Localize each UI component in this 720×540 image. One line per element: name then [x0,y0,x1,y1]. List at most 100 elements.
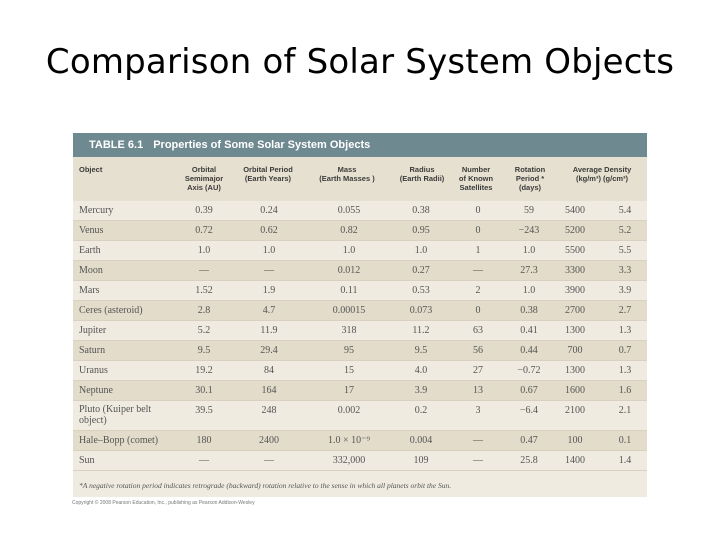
cell-mass: 15 [344,365,354,376]
cell-kg: 5500 [565,245,585,256]
cell-g: 1.6 [618,385,632,396]
cell-g: 2.1 [618,405,632,416]
cell-period: 0.62 [260,225,278,236]
cell-object: Neptune [79,385,113,396]
cell-rotation: 0.67 [520,385,538,396]
cell-kg: 5400 [565,205,585,216]
cell-mass: 0.00015 [332,305,366,316]
table-title-bar: TABLE 6.1 Properties of Some Solar Syste… [73,133,647,157]
cell-radius: 0.27 [412,265,430,276]
table-row: Hale–Bopp (comet) 180 2400 1.0 × 10⁻⁹ 0.004 —… [73,431,647,451]
cell-rotation: −6.4 [519,405,539,416]
cell-satellites: 3 [475,405,481,416]
header-rotation: Rotation Period * (days) [514,165,546,192]
cell-satellites: 63 [473,325,483,336]
header-radius: Radius (Earth Radii) [399,165,445,183]
cell-object: Mercury [79,205,114,216]
cell-period: 11.9 [260,325,278,336]
table-row: Sun — — 332,000 109 — 25.8 1400 1.4 [73,451,647,471]
cell-mass: 1.0 × 10⁻⁹ [328,435,370,446]
header-axis: Orbital Semimajor Axis (AU) [184,165,224,192]
cell-period: 2400 [259,435,279,446]
cell-axis: 180 [196,435,212,446]
cell-g: 2.7 [618,305,632,316]
cell-kg: 700 [567,345,583,356]
cell-rotation: −243 [518,225,540,236]
cell-g: 1.4 [618,455,632,466]
cell-object: Earth [79,245,101,256]
cell-kg: 3300 [565,265,585,276]
cell-period: 164 [261,385,277,396]
cell-radius: 0.95 [412,225,430,236]
cell-period: 1.0 [262,245,276,256]
cell-kg: 1600 [565,385,585,396]
cell-kg: 2700 [565,305,585,316]
cell-g: 3.3 [618,265,632,276]
cell-satellites: 0 [475,205,481,216]
cell-object: Venus [79,225,104,236]
cell-object: Saturn [79,345,106,356]
cell-axis: 5.2 [197,325,211,336]
cell-mass: 0.11 [340,285,358,296]
column-headers: Object Orbital Semimajor Axis (AU) Orbit… [73,157,647,201]
cell-mass: 17 [344,385,354,396]
cell-satellites: 0 [475,305,481,316]
cell-rotation: −0.72 [517,365,541,376]
cell-mass: 1.0 [342,245,356,256]
cell-g: 1.3 [618,325,632,336]
table-body: Mercury 0.39 0.24 0.055 0.38 0 59 5400 5.4 Venus 0… [73,201,647,471]
cell-object: Hale–Bopp (comet) [79,435,159,446]
cell-rotation: 0.38 [520,305,538,316]
cell-axis: 0.72 [195,225,213,236]
cell-satellites: 0 [475,225,481,236]
table-row: Mars 1.52 1.9 0.11 0.53 2 1.0 3900 3.9 [73,281,647,301]
cell-rotation: 25.8 [520,455,538,466]
header-mass: Mass (Earth Masses ) [319,165,375,183]
table-row: Moon — — 0.012 0.27 — 27.3 3300 3.3 [73,261,647,281]
cell-rotation: 0.47 [520,435,538,446]
cell-g: 3.9 [618,285,632,296]
cell-object: Mars [79,285,100,296]
cell-rotation: 59 [524,205,534,216]
cell-radius: 0.004 [409,435,433,446]
cell-axis: — [199,265,209,276]
cell-axis: 1.0 [197,245,211,256]
cell-axis: 0.39 [195,205,213,216]
cell-radius: 1.0 [414,245,428,256]
cell-satellites: 13 [473,385,483,396]
cell-satellites: — [473,265,483,276]
cell-period: 1.9 [262,285,276,296]
table-row: Earth 1.0 1.0 1.0 1.0 1 1.0 5500 5.5 [73,241,647,261]
cell-radius: 0.38 [412,205,430,216]
cell-object: Uranus [79,365,108,376]
cell-kg: 2100 [565,405,585,416]
cell-mass: 0.055 [337,205,361,216]
cell-g: 0.1 [618,435,632,446]
table-row: Venus 0.72 0.62 0.82 0.95 0 −243 5200 5.2 [73,221,647,241]
cell-kg: 1300 [565,325,585,336]
cell-kg: 1400 [565,455,585,466]
cell-axis: 30.1 [195,385,213,396]
cell-period: — [264,265,274,276]
cell-period: 248 [261,405,277,416]
table-number: TABLE 6.1 [89,139,144,151]
cell-mass: 318 [341,325,357,336]
table-row: Neptune 30.1 164 17 3.9 13 0.67 1600 1.6 [73,381,647,401]
cell-g: 0.7 [618,345,632,356]
cell-axis: 2.8 [197,305,211,316]
table-row: Saturn 9.5 29.4 95 9.5 56 0.44 700 0.7 [73,341,647,361]
cell-axis: 19.2 [195,365,213,376]
table-footnote: *A negative rotation period indicates re… [79,481,452,490]
cell-rotation: 1.0 [522,285,536,296]
cell-g: 5.4 [618,205,632,216]
cell-satellites: — [473,435,483,446]
cell-radius: 0.2 [414,405,428,416]
cell-kg: 100 [567,435,583,446]
cell-period: 0.24 [260,205,278,216]
cell-object: Jupiter [79,325,107,336]
table-row: Uranus 19.2 84 15 4.0 27 −0.72 1300 1.3 [73,361,647,381]
table-row: Ceres (asteroid) 2.8 4.7 0.00015 0.073 0 0.38 2… [73,301,647,321]
cell-kg: 1300 [565,365,585,376]
cell-radius: 109 [413,455,429,466]
cell-object: Ceres (asteroid) [79,305,143,316]
